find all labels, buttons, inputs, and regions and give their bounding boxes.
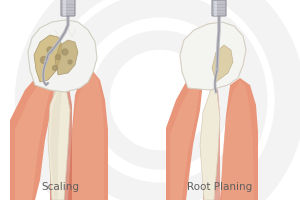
FancyBboxPatch shape — [61, 0, 75, 16]
Polygon shape — [170, 78, 200, 200]
Circle shape — [56, 54, 61, 60]
Text: Scaling: Scaling — [41, 182, 79, 192]
Circle shape — [47, 47, 53, 53]
Polygon shape — [166, 75, 203, 200]
Polygon shape — [203, 82, 220, 200]
Polygon shape — [220, 78, 258, 200]
Text: Root Planing: Root Planing — [188, 182, 253, 192]
Polygon shape — [180, 22, 246, 90]
Polygon shape — [10, 70, 55, 200]
Circle shape — [62, 49, 68, 55]
Polygon shape — [15, 75, 52, 200]
Circle shape — [68, 60, 72, 64]
Circle shape — [52, 66, 58, 71]
Polygon shape — [222, 80, 254, 200]
Polygon shape — [50, 84, 62, 200]
Circle shape — [40, 56, 47, 64]
Polygon shape — [34, 35, 62, 82]
Polygon shape — [72, 72, 104, 200]
Polygon shape — [50, 75, 72, 200]
Polygon shape — [48, 82, 70, 200]
Polygon shape — [28, 20, 97, 92]
Polygon shape — [55, 40, 78, 75]
FancyBboxPatch shape — [212, 0, 226, 16]
Polygon shape — [28, 20, 97, 92]
Polygon shape — [212, 45, 233, 82]
Polygon shape — [68, 70, 108, 200]
Polygon shape — [180, 22, 246, 90]
Polygon shape — [200, 85, 220, 200]
